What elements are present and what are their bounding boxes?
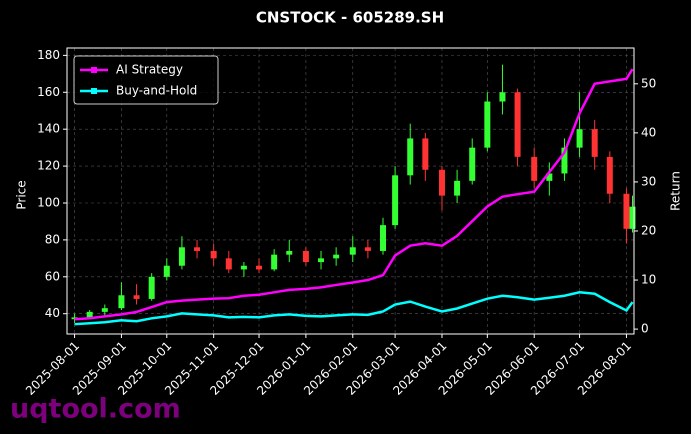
candle-body [210, 250, 217, 259]
candle-body [240, 265, 247, 270]
legend-marker [91, 67, 97, 73]
y2-tick-label: 20 [641, 223, 656, 237]
candle-body [469, 147, 476, 181]
y-tick-label: 60 [45, 269, 60, 283]
candle-body [286, 250, 293, 255]
y-axis-label: Price [15, 180, 29, 209]
candle-body [271, 254, 278, 270]
candle-body [364, 247, 371, 251]
y2-tick-label: 40 [641, 125, 656, 139]
y2-tick-label: 50 [641, 76, 656, 90]
candle-body [629, 206, 636, 229]
candle-body [407, 138, 414, 176]
candle-body [531, 156, 538, 181]
candle-body [454, 180, 461, 196]
y-tick-label: 160 [37, 85, 60, 99]
candle-body [349, 247, 356, 255]
candle-body [623, 193, 630, 229]
legend-label: AI Strategy [116, 63, 183, 77]
return-line [74, 68, 634, 321]
candle-body [163, 265, 170, 277]
candle-body [514, 92, 521, 157]
candle-body [392, 175, 399, 226]
candle-body [333, 254, 340, 259]
candle-body [133, 295, 140, 299]
y-tick-label: 180 [37, 48, 60, 62]
legend-label: Buy-and-Hold [116, 84, 197, 98]
candle-body [438, 169, 445, 196]
candle-body [561, 147, 568, 174]
plot-frame [66, 47, 635, 335]
candle-body [576, 129, 583, 148]
legend-box [73, 55, 219, 105]
candle-body [499, 92, 506, 102]
candle-body [606, 156, 613, 194]
candle-body [380, 225, 387, 251]
watermark: uqtool.com [10, 394, 181, 425]
y2-axis-label: Return [669, 171, 683, 211]
legend-marker [91, 88, 97, 94]
candle-body [302, 250, 309, 263]
candle-body [484, 101, 491, 148]
candle-body [148, 276, 155, 299]
candle-body [422, 138, 429, 170]
candle-body [256, 265, 263, 270]
y-tick-label: 100 [37, 195, 60, 209]
y-tick-label: 40 [45, 306, 60, 320]
chart-title: CNSTOCK - 605289.SH [256, 9, 444, 27]
y2-tick-label: 30 [641, 174, 656, 188]
candle-body [194, 247, 201, 251]
candle-body [118, 295, 125, 309]
candle-body [225, 258, 232, 270]
return-line [74, 291, 634, 326]
candle-body [318, 258, 325, 263]
candle-body [101, 308, 108, 312]
y-tick-label: 140 [37, 122, 60, 136]
y2-tick-label: 0 [641, 322, 649, 336]
y2-tick-label: 10 [641, 273, 656, 287]
y-tick-label: 120 [37, 159, 60, 173]
candle-body [546, 173, 553, 181]
y-tick-label: 80 [45, 232, 60, 246]
candle-body [86, 311, 93, 318]
candle-body [178, 247, 185, 266]
candle-body [591, 129, 598, 157]
